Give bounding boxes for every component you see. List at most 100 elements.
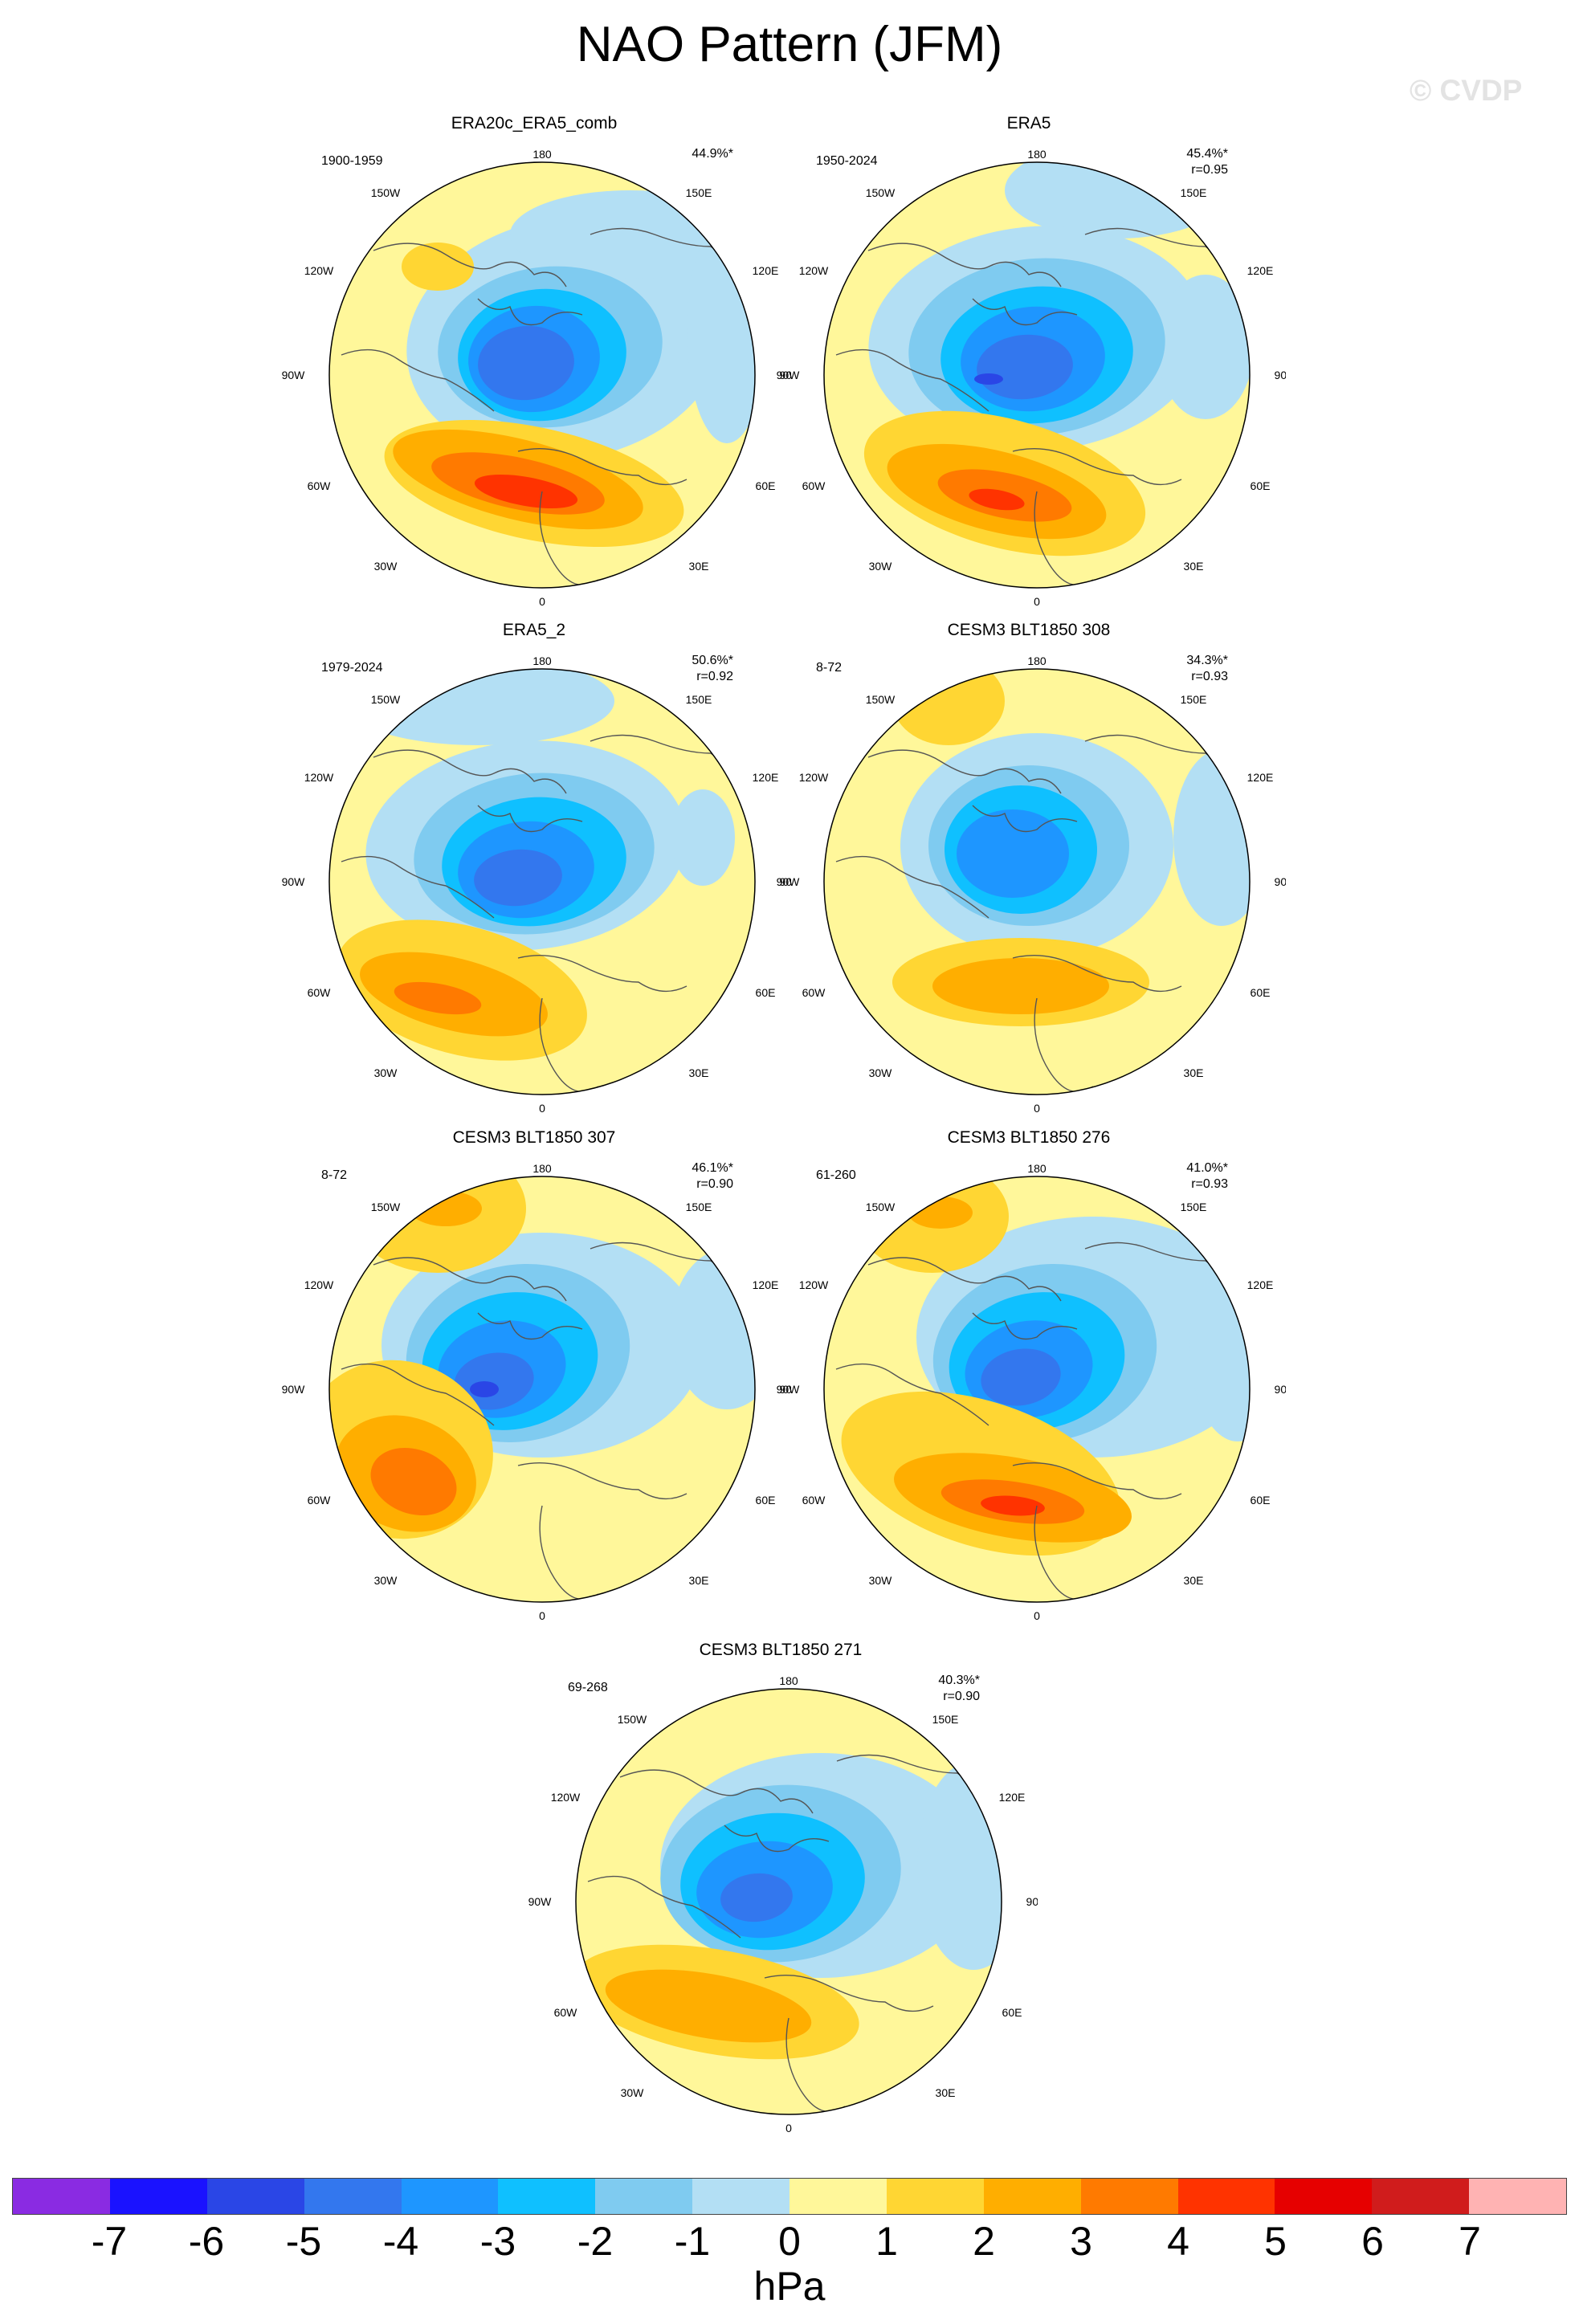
- longitude-label-mid_lower_left: 60W: [554, 2006, 578, 2019]
- positive-anomaly-contour: [605, 1969, 812, 2043]
- negative-anomaly-contour: [474, 849, 562, 907]
- negative-anomaly-contour: [470, 1381, 499, 1397]
- longitude-label-mid_upper_right: 120E: [753, 1278, 779, 1291]
- variance-explained: 44.9%*: [692, 147, 733, 161]
- colorbar-ticks: -7 -6 -5 -4 -3 -2 -1 0 1 2 3 4 5 6 7: [0, 2218, 1579, 2266]
- colorbar-tick-label: 0: [778, 2219, 801, 2264]
- panel-title: ERA5_2: [502, 621, 566, 639]
- coastline: [517, 448, 687, 486]
- map-panel: 1800150W150E120W120E90W90E60W60E30W30ECE…: [277, 1128, 791, 1626]
- polar-map: 1800150W150E120W120E90W90E60W60E30W30E: [282, 1162, 791, 1622]
- variance-explained: 41.0%*: [1186, 1161, 1228, 1175]
- longitude-label-mid_lower_right: 60E: [756, 1494, 776, 1507]
- longitude-label-upper_right: 150E: [1181, 186, 1207, 199]
- coastline: [1012, 1462, 1182, 1500]
- colorbar-tick-label: -1: [674, 2219, 711, 2264]
- panel-title: CESM3 BLT1850 271: [699, 1641, 863, 1659]
- colorbar-cell: [790, 2179, 887, 2214]
- panel-title: ERA20c_ERA5_comb: [451, 114, 618, 133]
- colorbar-tick-label: -7: [91, 2219, 128, 2264]
- longitude-label-bottom: 0: [1034, 595, 1040, 608]
- pattern-correlation: r=0.92: [696, 670, 733, 683]
- colorbar-tick-label: -2: [577, 2219, 614, 2264]
- longitude-label-top: 180: [532, 1162, 552, 1175]
- longitude-label-upper_left: 150W: [371, 186, 401, 199]
- coastline: [972, 1312, 1078, 1340]
- longitude-label-left: 90W: [528, 1895, 553, 1908]
- colorbar-tick-label: 6: [1361, 2219, 1384, 2264]
- negative-anomaly-contour: [1157, 275, 1250, 419]
- colorbar-cell: [206, 2179, 304, 2214]
- panel-period: 1950-2024: [816, 154, 878, 168]
- longitude-label-bottom: 0: [1034, 1102, 1040, 1115]
- map-panel: 1800150W150E120W120E90W90E60W60E30W30ECE…: [772, 1128, 1286, 1626]
- longitude-label-mid_upper_left: 120W: [551, 1791, 581, 1804]
- colorbar-cell: [1372, 2179, 1470, 2214]
- coastline: [867, 243, 1062, 287]
- panel-period: 8-72: [816, 661, 843, 675]
- negative-anomaly-contour: [981, 1348, 1061, 1406]
- negative-anomaly-contour: [454, 1352, 534, 1410]
- positive-anomaly-contour: [932, 958, 1109, 1014]
- negative-anomaly-contour: [957, 809, 1069, 898]
- longitude-label-bottom: 0: [785, 2122, 792, 2134]
- variance-explained: 34.3%*: [1186, 654, 1228, 667]
- polar-map: 1800150W150E120W120E90W90E60W60E30W30E: [777, 1162, 1286, 1622]
- longitude-label-mid_lower_right: 60E: [756, 986, 776, 999]
- coastline: [341, 1363, 495, 1426]
- positive-anomaly-contour: [410, 1191, 482, 1226]
- longitude-label-bottom: 0: [539, 1102, 545, 1115]
- coastline: [477, 1312, 583, 1340]
- longitude-label-top: 180: [1027, 654, 1047, 667]
- panel-variance: 50.6%* r=0.92: [692, 653, 733, 685]
- longitude-label-bottom: 0: [539, 595, 545, 608]
- map-border: [823, 668, 1251, 1095]
- panel-period: 61-260: [816, 1168, 856, 1182]
- pattern-correlation: r=0.93: [1191, 670, 1228, 683]
- longitude-label-left: 90W: [777, 1383, 801, 1396]
- panel-variance: 46.1%* r=0.90: [692, 1160, 733, 1193]
- longitude-label-mid_lower_right: 60E: [1002, 2006, 1022, 2019]
- longitude-label-right: 90E: [1275, 875, 1286, 888]
- map-panel: 1800150W150E120W120E90W90E60W60E30W30ECE…: [524, 1641, 1038, 2138]
- colorbar-cell: [886, 2179, 984, 2214]
- longitude-label-top: 180: [1027, 148, 1047, 161]
- longitude-label-lower_right: 30E: [1184, 1066, 1204, 1079]
- coastline: [373, 243, 567, 287]
- panel-period: 8-72: [321, 1168, 348, 1182]
- polar-map: 1800150W150E120W120E90W90E60W60E30W30E: [528, 1674, 1038, 2134]
- colorbar-tick-label: -4: [382, 2219, 419, 2264]
- coastline: [867, 1257, 1062, 1302]
- negative-anomaly-contour: [1189, 1249, 1250, 1441]
- positive-anomaly-contour: [981, 1495, 1045, 1516]
- longitude-label-bottom: 0: [539, 1609, 545, 1622]
- polar-map: 1800150W150E120W120E90W90E60W60E30W30E: [777, 654, 1286, 1115]
- longitude-label-mid_upper_right: 120E: [753, 264, 779, 277]
- negative-anomaly-contour: [671, 1249, 755, 1409]
- longitude-label-mid_lower_left: 60W: [802, 479, 826, 492]
- negative-anomaly-contour: [917, 1761, 1002, 1970]
- longitude-label-left: 90W: [282, 369, 306, 381]
- colorbar-tick-label: 3: [1070, 2219, 1092, 2264]
- colorbar-cell: [1080, 2179, 1178, 2214]
- variance-explained: 40.3%*: [938, 1674, 980, 1687]
- colorbar-cell: [692, 2179, 790, 2214]
- panel-title: CESM3 BLT1850 276: [947, 1128, 1111, 1147]
- map-border: [575, 1688, 1002, 2115]
- colorbar-cell: [109, 2179, 207, 2214]
- longitude-label-mid_lower_left: 60W: [308, 986, 332, 999]
- longitude-label-mid_lower_right: 60E: [1251, 1494, 1271, 1507]
- polar-map: 1800150W150E120W120E90W90E60W60E30W30E: [282, 654, 791, 1115]
- longitude-label-lower_right: 30E: [689, 1066, 709, 1079]
- positive-anomaly-contour: [402, 243, 474, 291]
- map-panel: 1800150W150E120W120E90W90E60W60E30W30ECE…: [772, 621, 1286, 1119]
- longitude-label-lower_left: 30W: [869, 1574, 893, 1587]
- colorbar-cell: [401, 2179, 499, 2214]
- map-panel: 1800150W150E120W120E90W90E60W60E30W30EER…: [772, 114, 1286, 612]
- longitude-label-upper_right: 150E: [686, 1201, 712, 1213]
- colorbar-cell: [13, 2179, 110, 2214]
- longitude-label-mid_lower_left: 60W: [802, 986, 826, 999]
- longitude-label-right: 90E: [780, 369, 791, 381]
- colorbar-cell: [304, 2179, 402, 2214]
- longitude-label-top: 180: [532, 148, 552, 161]
